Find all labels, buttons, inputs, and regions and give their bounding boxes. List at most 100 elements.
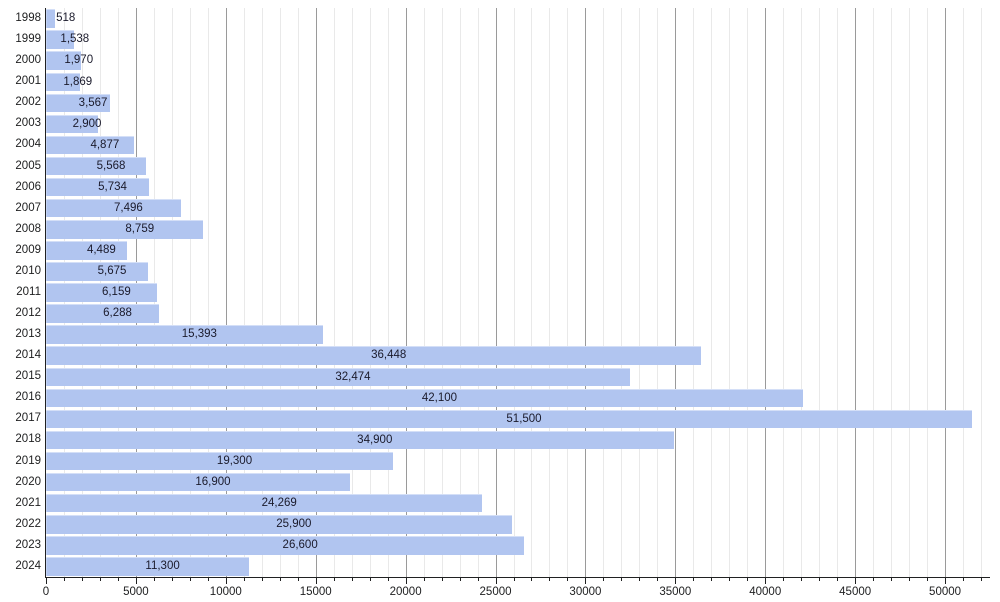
gridline-minor	[711, 8, 713, 577]
tick-minor	[783, 578, 785, 581]
tick-minor	[81, 578, 83, 581]
bar	[46, 472, 350, 492]
tick-major	[315, 578, 317, 584]
gridline-minor	[693, 8, 695, 577]
bar	[46, 241, 127, 260]
bar	[46, 30, 74, 49]
value-label: 11,300	[145, 560, 180, 573]
year-label: 2008	[15, 222, 41, 235]
gridline-minor	[261, 8, 263, 577]
gridline-major	[225, 8, 227, 577]
tick-minor	[639, 578, 641, 581]
tick-minor	[63, 578, 65, 581]
gridline-minor	[351, 8, 353, 577]
tick-minor	[351, 578, 353, 581]
year-label: 1998	[15, 12, 41, 24]
year-label: 2011	[16, 285, 41, 298]
tick-major	[135, 578, 137, 584]
bar	[46, 156, 147, 176]
tick-minor	[981, 578, 982, 581]
gridline-major	[675, 8, 677, 577]
bar	[46, 262, 149, 281]
value-label: 5,675	[97, 265, 127, 278]
gridline-major	[945, 8, 947, 577]
x-tick-label: 40000	[749, 586, 782, 598]
gridline-major	[405, 8, 407, 577]
x-tick-label: 50000	[929, 586, 962, 598]
gridline-minor	[657, 8, 659, 577]
gridline-major	[585, 8, 587, 577]
x-tick-label: 35000	[659, 586, 692, 598]
year-label: 2012	[15, 307, 41, 320]
gridline-minor	[621, 8, 623, 577]
tick-minor	[297, 578, 299, 581]
gridline-minor	[549, 8, 551, 577]
tick-minor	[837, 578, 839, 581]
year-label: 2024	[15, 559, 41, 572]
bar	[46, 198, 181, 218]
gridline-minor	[783, 8, 785, 577]
year-label: 1999	[15, 33, 41, 46]
bar	[46, 325, 323, 344]
gridline-minor	[927, 8, 929, 577]
year-label: 2013	[15, 328, 41, 341]
tick-minor	[423, 578, 425, 581]
gridline-major	[855, 8, 857, 577]
gridline-minor	[909, 8, 911, 577]
bar	[46, 51, 82, 70]
gridline-minor	[603, 8, 605, 577]
tick-minor	[279, 578, 281, 581]
year-label: 2002	[15, 96, 41, 109]
year-label: 2016	[15, 391, 41, 404]
tick-minor	[531, 578, 533, 581]
tick-minor	[189, 578, 191, 581]
value-label: 42,100	[421, 391, 458, 404]
x-tick-label: 30000	[569, 586, 602, 598]
tick-minor	[513, 578, 515, 581]
gridline-minor	[567, 8, 569, 577]
tick-minor	[729, 578, 731, 581]
tick-minor	[333, 578, 335, 581]
value-label: 15,393	[181, 328, 217, 341]
gridline-minor	[801, 8, 803, 577]
value-label: 36,448	[371, 349, 407, 362]
bar	[46, 220, 204, 239]
tick-minor	[261, 578, 263, 581]
year-label: 2009	[15, 243, 41, 256]
gridline-minor	[531, 8, 533, 577]
value-label: 51,500	[506, 412, 542, 425]
gridline-minor	[837, 8, 839, 577]
year-label: 2019	[15, 454, 41, 467]
bar	[46, 536, 525, 555]
year-label: 2020	[15, 475, 41, 488]
gridline-minor	[981, 8, 982, 577]
bar	[46, 515, 512, 534]
year-label: 2001	[15, 75, 41, 88]
tick-minor	[387, 578, 389, 581]
gridline-minor	[387, 8, 389, 577]
gridline-minor	[333, 8, 335, 577]
bar	[46, 283, 157, 302]
year-label: 2014	[15, 349, 41, 362]
x-axis-line	[45, 577, 990, 578]
gridline-minor	[477, 8, 479, 577]
tick-minor	[441, 578, 443, 581]
year-label: 2007	[15, 201, 41, 214]
gridline-major	[495, 8, 497, 577]
tick-minor	[693, 578, 695, 581]
value-label: 6,288	[103, 307, 132, 320]
year-label: 2000	[15, 54, 41, 67]
bar	[46, 430, 674, 450]
gridline-minor	[513, 8, 515, 577]
gridline-minor	[459, 8, 461, 577]
tick-minor	[567, 578, 569, 581]
tick-minor	[603, 578, 605, 581]
tick-minor	[927, 578, 929, 581]
bar	[46, 367, 630, 387]
value-label: 5,568	[96, 159, 126, 172]
gridline-minor	[297, 8, 299, 577]
year-label: 2005	[15, 159, 41, 172]
year-label: 2021	[15, 496, 41, 509]
tick-minor	[243, 578, 245, 581]
